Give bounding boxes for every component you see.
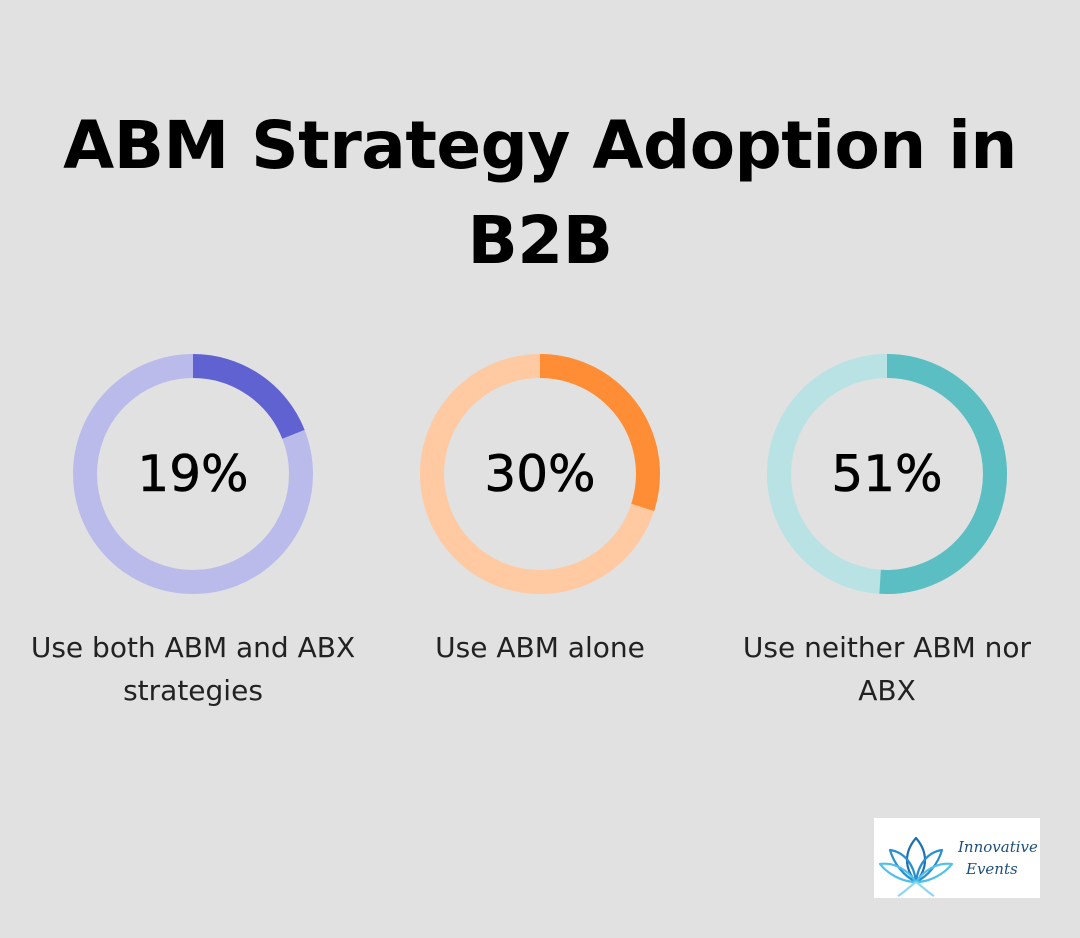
lotus-flower-icon [878, 836, 954, 897]
donut-label-1: Use both ABM and ABX strategies [30, 631, 356, 707]
donut-ring-3 [767, 354, 1007, 594]
donut-value-3: 51% [831, 445, 943, 504]
logo-text-line-2: Events [965, 860, 1018, 878]
donut-chart-2: 30% [420, 354, 660, 594]
donut-ring-1 [73, 354, 313, 594]
donut-label-3: Use neither ABM nor ABX [742, 631, 1032, 707]
donut-arc-1 [73, 354, 313, 594]
donut-chart-1: 19% [73, 354, 313, 594]
donut-arc-2 [420, 354, 660, 594]
brand-logo: Innovative Events [874, 818, 1040, 898]
donut-arc-3 [767, 354, 1007, 594]
donut-value-1: 19% [137, 445, 249, 504]
donut-label-2: Use ABM alone [435, 631, 645, 664]
chart-title: ABM Strategy Adoption in B2B [63, 107, 1017, 279]
donut-chart-3: 51% [767, 354, 1007, 594]
logo-text-line-1: Innovative [957, 838, 1038, 856]
donut-value-2: 30% [484, 445, 596, 504]
donut-ring-2 [420, 354, 660, 594]
